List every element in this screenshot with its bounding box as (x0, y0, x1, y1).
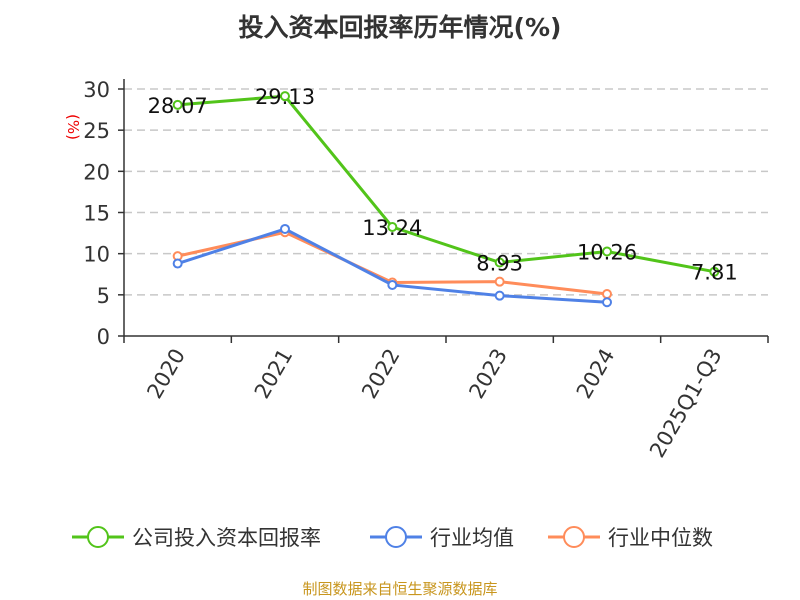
data-point (602, 289, 612, 300)
y-tick-label: 25 (83, 119, 110, 143)
data-point (172, 258, 183, 269)
data-label: 10.26 (577, 241, 637, 265)
data-point (494, 276, 505, 287)
data-point (280, 91, 290, 102)
data-point (494, 290, 505, 301)
data-point (709, 266, 720, 277)
data-label: 28.07 (148, 94, 208, 118)
legend-marker (87, 526, 109, 548)
data-label: 13.24 (362, 216, 422, 240)
legend-marker (385, 526, 407, 548)
y-tick-label: 0 (97, 325, 110, 349)
data-label: 8.93 (476, 251, 523, 275)
y-tick-label: 15 (83, 202, 110, 226)
data-label: 29.13 (255, 85, 315, 109)
series-line-0 (177, 94, 715, 274)
legend-label: 公司投入资本回报率 (132, 526, 321, 550)
data-point (172, 99, 183, 110)
x-tick-label: 2023 (464, 344, 512, 402)
source-note: 制图数据来自恒生聚源数据库 (302, 580, 498, 598)
data-point (602, 246, 612, 257)
y-tick-label: 10 (83, 243, 110, 267)
chart-title: 投入资本回报率历年情况(%) (238, 13, 562, 42)
y-axis-label: (%) (64, 114, 82, 140)
x-tick-label: 2024 (572, 345, 620, 403)
data-point (387, 279, 398, 290)
x-tick-label: 2022 (357, 345, 405, 403)
x-tick-label: 2020 (142, 345, 190, 403)
data-point (280, 223, 290, 234)
legend-label: 行业均值 (430, 526, 514, 550)
data-point (602, 297, 612, 308)
x-tick-label: 2025Q1-Q3 (645, 345, 727, 462)
y-tick-label: 20 (83, 160, 110, 184)
x-tick-label: 2021 (250, 345, 298, 403)
data-point (494, 257, 505, 268)
data-point (387, 221, 398, 232)
y-tick-label: 30 (83, 78, 110, 102)
y-tick-label: 5 (97, 284, 110, 308)
legend-marker (563, 526, 585, 548)
legend-label: 行业中位数 (608, 526, 713, 550)
data-label: 7.81 (691, 261, 738, 285)
